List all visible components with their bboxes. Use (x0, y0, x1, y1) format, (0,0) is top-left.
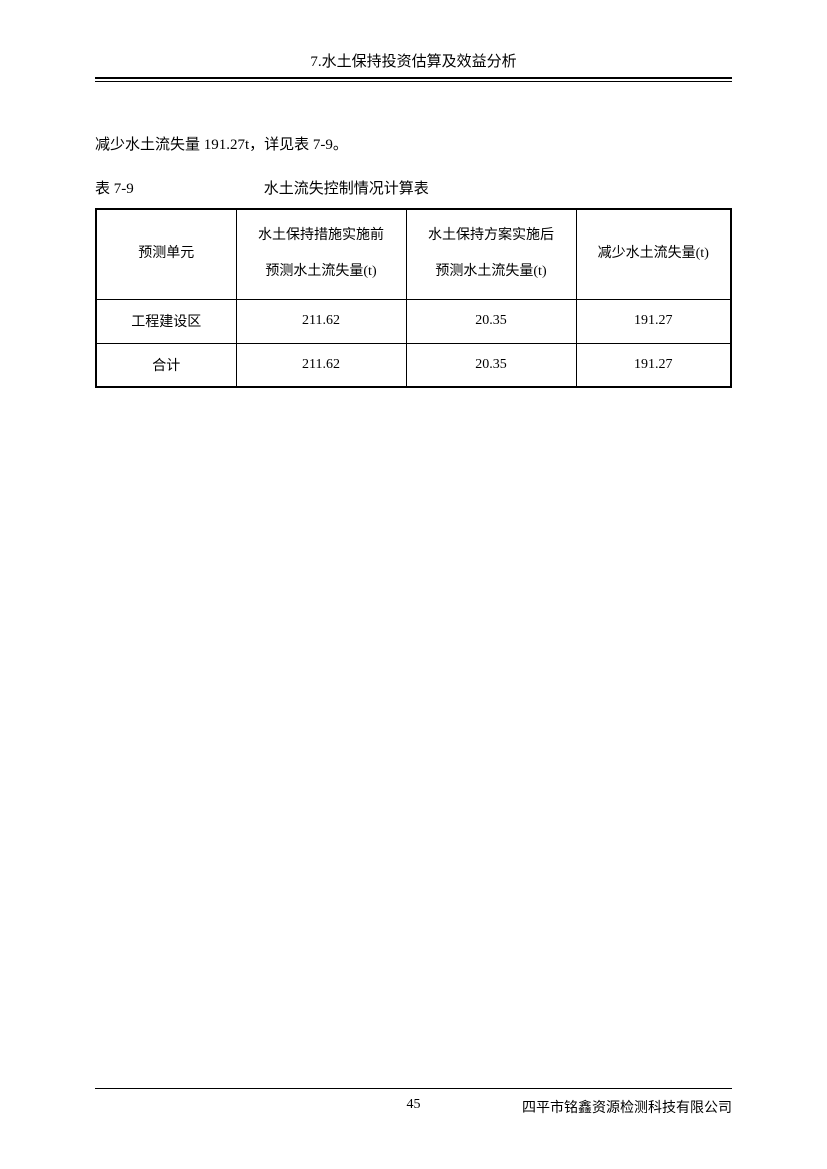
table-cell: 191.27 (576, 299, 731, 343)
table-cell: 20.35 (406, 343, 576, 387)
table-caption: 表 7-9 水土流失控制情况计算表 (95, 177, 732, 198)
table-header-cell: 预测单元 (96, 209, 236, 299)
table-cell: 工程建设区 (96, 299, 236, 343)
table-header-row: 预测单元 水土保持措施实施前 预测水土流失量(t) 水土保持方案实施后 预测水土… (96, 209, 731, 299)
header-rule (95, 77, 732, 82)
table-row: 合计 211.62 20.35 191.27 (96, 343, 731, 387)
soil-loss-table: 预测单元 水土保持措施实施前 预测水土流失量(t) 水土保持方案实施后 预测水土… (95, 208, 732, 388)
header-cell-line: 预测水土流失量(t) (241, 254, 402, 290)
table-header-cell: 减少水土流失量(t) (576, 209, 731, 299)
page-header-title: 7.水土保持投资估算及效益分析 (95, 50, 732, 77)
intro-paragraph: 减少水土流失量 191.27t，详见表 7-9。 (95, 132, 732, 159)
table-cell: 191.27 (576, 343, 731, 387)
footer-rule (95, 1088, 732, 1089)
table-header-cell: 水土保持方案实施后 预测水土流失量(t) (406, 209, 576, 299)
header-cell-line: 减少水土流失量(t) (581, 236, 727, 272)
page-number: 45 (407, 1097, 421, 1113)
header-cell-line: 水土保持方案实施后 (411, 218, 572, 254)
table-row: 工程建设区 211.62 20.35 191.27 (96, 299, 731, 343)
table-title: 水土流失控制情况计算表 (264, 177, 429, 198)
header-cell-line: 预测水土流失量(t) (411, 254, 572, 290)
header-cell-line: 预测单元 (101, 236, 232, 272)
page-footer: 45 四平市铭鑫资源检测科技有限公司 (95, 1088, 732, 1117)
header-cell-line: 水土保持措施实施前 (241, 218, 402, 254)
table-cell: 合计 (96, 343, 236, 387)
table-cell: 211.62 (236, 299, 406, 343)
table-cell: 211.62 (236, 343, 406, 387)
table-number: 表 7-9 (95, 177, 134, 198)
table-header-cell: 水土保持措施实施前 预测水土流失量(t) (236, 209, 406, 299)
footer-company: 四平市铭鑫资源检测科技有限公司 (522, 1097, 732, 1117)
table-cell: 20.35 (406, 299, 576, 343)
